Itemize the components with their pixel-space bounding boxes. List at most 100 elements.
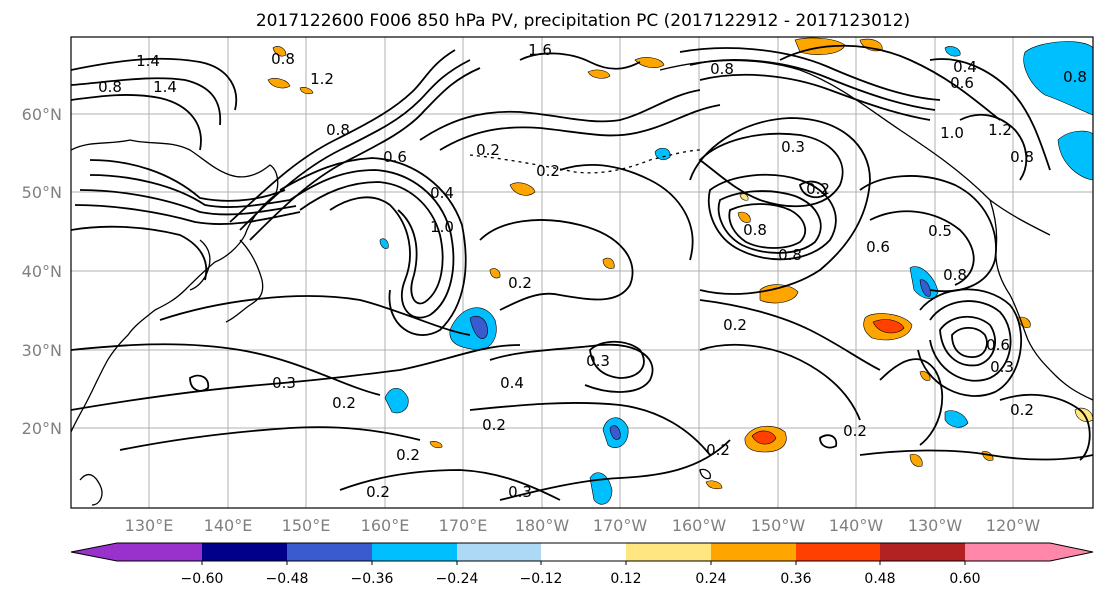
precip-patch (705, 480, 723, 490)
colorbar-segment (117, 543, 202, 561)
lon-label: 160°W (672, 516, 727, 535)
contour-label: 0.2 (482, 416, 506, 434)
precip-patch (909, 453, 923, 467)
contour-label: 0.2 (843, 422, 867, 440)
contour-label: 0.3 (990, 358, 1014, 376)
contour-label: 0.8 (943, 266, 967, 284)
contour-label: 0.4 (953, 58, 977, 76)
longitude-labels: 130°E 140°E 150°E 160°E 170°E 180°W 170°… (125, 516, 1041, 535)
pv-contour (71, 344, 521, 411)
contour-label: 0.3 (781, 138, 805, 156)
pv-contour (929, 300, 1012, 382)
pv-contour (951, 326, 988, 358)
contour-labels: 1.4 1.4 0.8 0.8 1.2 0.8 0.6 0.4 1.0 0.2 … (98, 41, 1087, 501)
map-frame (70, 36, 1094, 509)
pv-contour (71, 57, 238, 111)
precip-patch (944, 410, 969, 428)
colorbar-tick-label: −0.36 (351, 571, 394, 587)
lon-label: 140°E (204, 516, 253, 535)
contour-label: 0.8 (1010, 148, 1034, 166)
colorbar-segment (287, 543, 372, 561)
lon-label: 150°W (751, 516, 806, 535)
pv-contour (71, 77, 222, 126)
pv-contour (289, 169, 455, 319)
colorbar-segment (372, 543, 457, 561)
lat-label: 60°N (22, 105, 62, 124)
contour-label: 0.5 (928, 222, 952, 240)
contour-label: 1.6 (528, 41, 552, 59)
colorbar-tick-label: 0.60 (949, 571, 980, 587)
precip-patch (384, 387, 409, 414)
precip-patch (759, 284, 799, 304)
precip-patch (872, 319, 905, 334)
map-background (71, 37, 1093, 508)
colorbar: −0.60 −0.48 −0.36 −0.24 −0.12 0.12 0.24 … (70, 542, 1094, 587)
pv-contour (689, 117, 871, 295)
pv-contour (717, 190, 822, 254)
pv-contour (707, 173, 837, 261)
pv-contour (71, 94, 202, 151)
lon-label: 130°E (125, 516, 174, 535)
colorbar-segment (965, 543, 1050, 561)
contour-label: 0.2 (723, 316, 747, 334)
contour-label: 1.2 (310, 70, 334, 88)
pv-contour (119, 426, 421, 451)
pv-contour (469, 402, 711, 456)
precip-patch (739, 193, 749, 201)
colorbar-tick-label: 0.48 (864, 571, 895, 587)
contour-label: 0.2 (536, 162, 560, 180)
pv-contour (728, 203, 807, 249)
contour-label: 0.4 (430, 184, 454, 202)
lon-label: 160°E (361, 516, 410, 535)
pv-contour (819, 434, 838, 449)
pv-contours (71, 44, 1093, 501)
pv-contour (79, 189, 297, 216)
precip-patch (751, 430, 777, 445)
pv-contour (699, 299, 881, 371)
contour-label: 0.3 (586, 352, 610, 370)
pv-contour (699, 343, 861, 421)
pv-contour (879, 358, 944, 446)
figure-title: 2017122600 F006 850 hPa PV, precipitatio… (256, 11, 910, 31)
precip-patch (509, 182, 536, 196)
pv-contour (89, 159, 286, 202)
contour-label: 0.2 (332, 394, 356, 412)
precip-patch (1057, 130, 1093, 181)
pv-contour (929, 58, 1051, 171)
contour-label: 0.2 (476, 141, 500, 159)
pv-contour (239, 59, 471, 231)
pv-contour (89, 174, 291, 208)
pv-contour (339, 469, 561, 501)
pv-contour (559, 163, 694, 261)
pv-contour (499, 439, 731, 501)
precip-patch (267, 78, 291, 89)
contour-label: 1.0 (430, 218, 454, 236)
colorbar-tick-label: −0.24 (436, 571, 479, 587)
colorbar-extend-low (71, 543, 117, 561)
map-panel: 1.4 1.4 0.8 0.8 1.2 0.8 0.6 0.4 1.0 0.2 … (70, 36, 1094, 509)
contour-label: 0.2 (366, 483, 390, 501)
precip-patch (272, 46, 287, 57)
pv-contour (959, 113, 1028, 181)
pv-contour (419, 89, 701, 141)
contour-label: 0.8 (326, 121, 350, 139)
pv-contour (74, 204, 301, 225)
colorbar-tick-label: 0.12 (610, 571, 641, 587)
precip-patch (469, 315, 488, 339)
lon-label: 170°E (439, 516, 488, 535)
contour-label: 0.6 (866, 238, 890, 256)
pv-contour (679, 47, 941, 101)
contour-label: 0.6 (950, 74, 974, 92)
coastline-asia (71, 139, 279, 433)
lat-label: 30°N (22, 341, 62, 360)
precip-patch (299, 87, 314, 95)
pv-contour (798, 180, 827, 199)
pv-contour (779, 44, 1001, 121)
pv-contour (489, 343, 654, 393)
pv-contour (917, 288, 1023, 397)
pv-contour (699, 73, 931, 121)
contour-label: 0.8 (98, 78, 122, 96)
lon-label: 170°W (593, 516, 648, 535)
pv-contour (479, 219, 634, 311)
pv-contour (299, 181, 444, 305)
